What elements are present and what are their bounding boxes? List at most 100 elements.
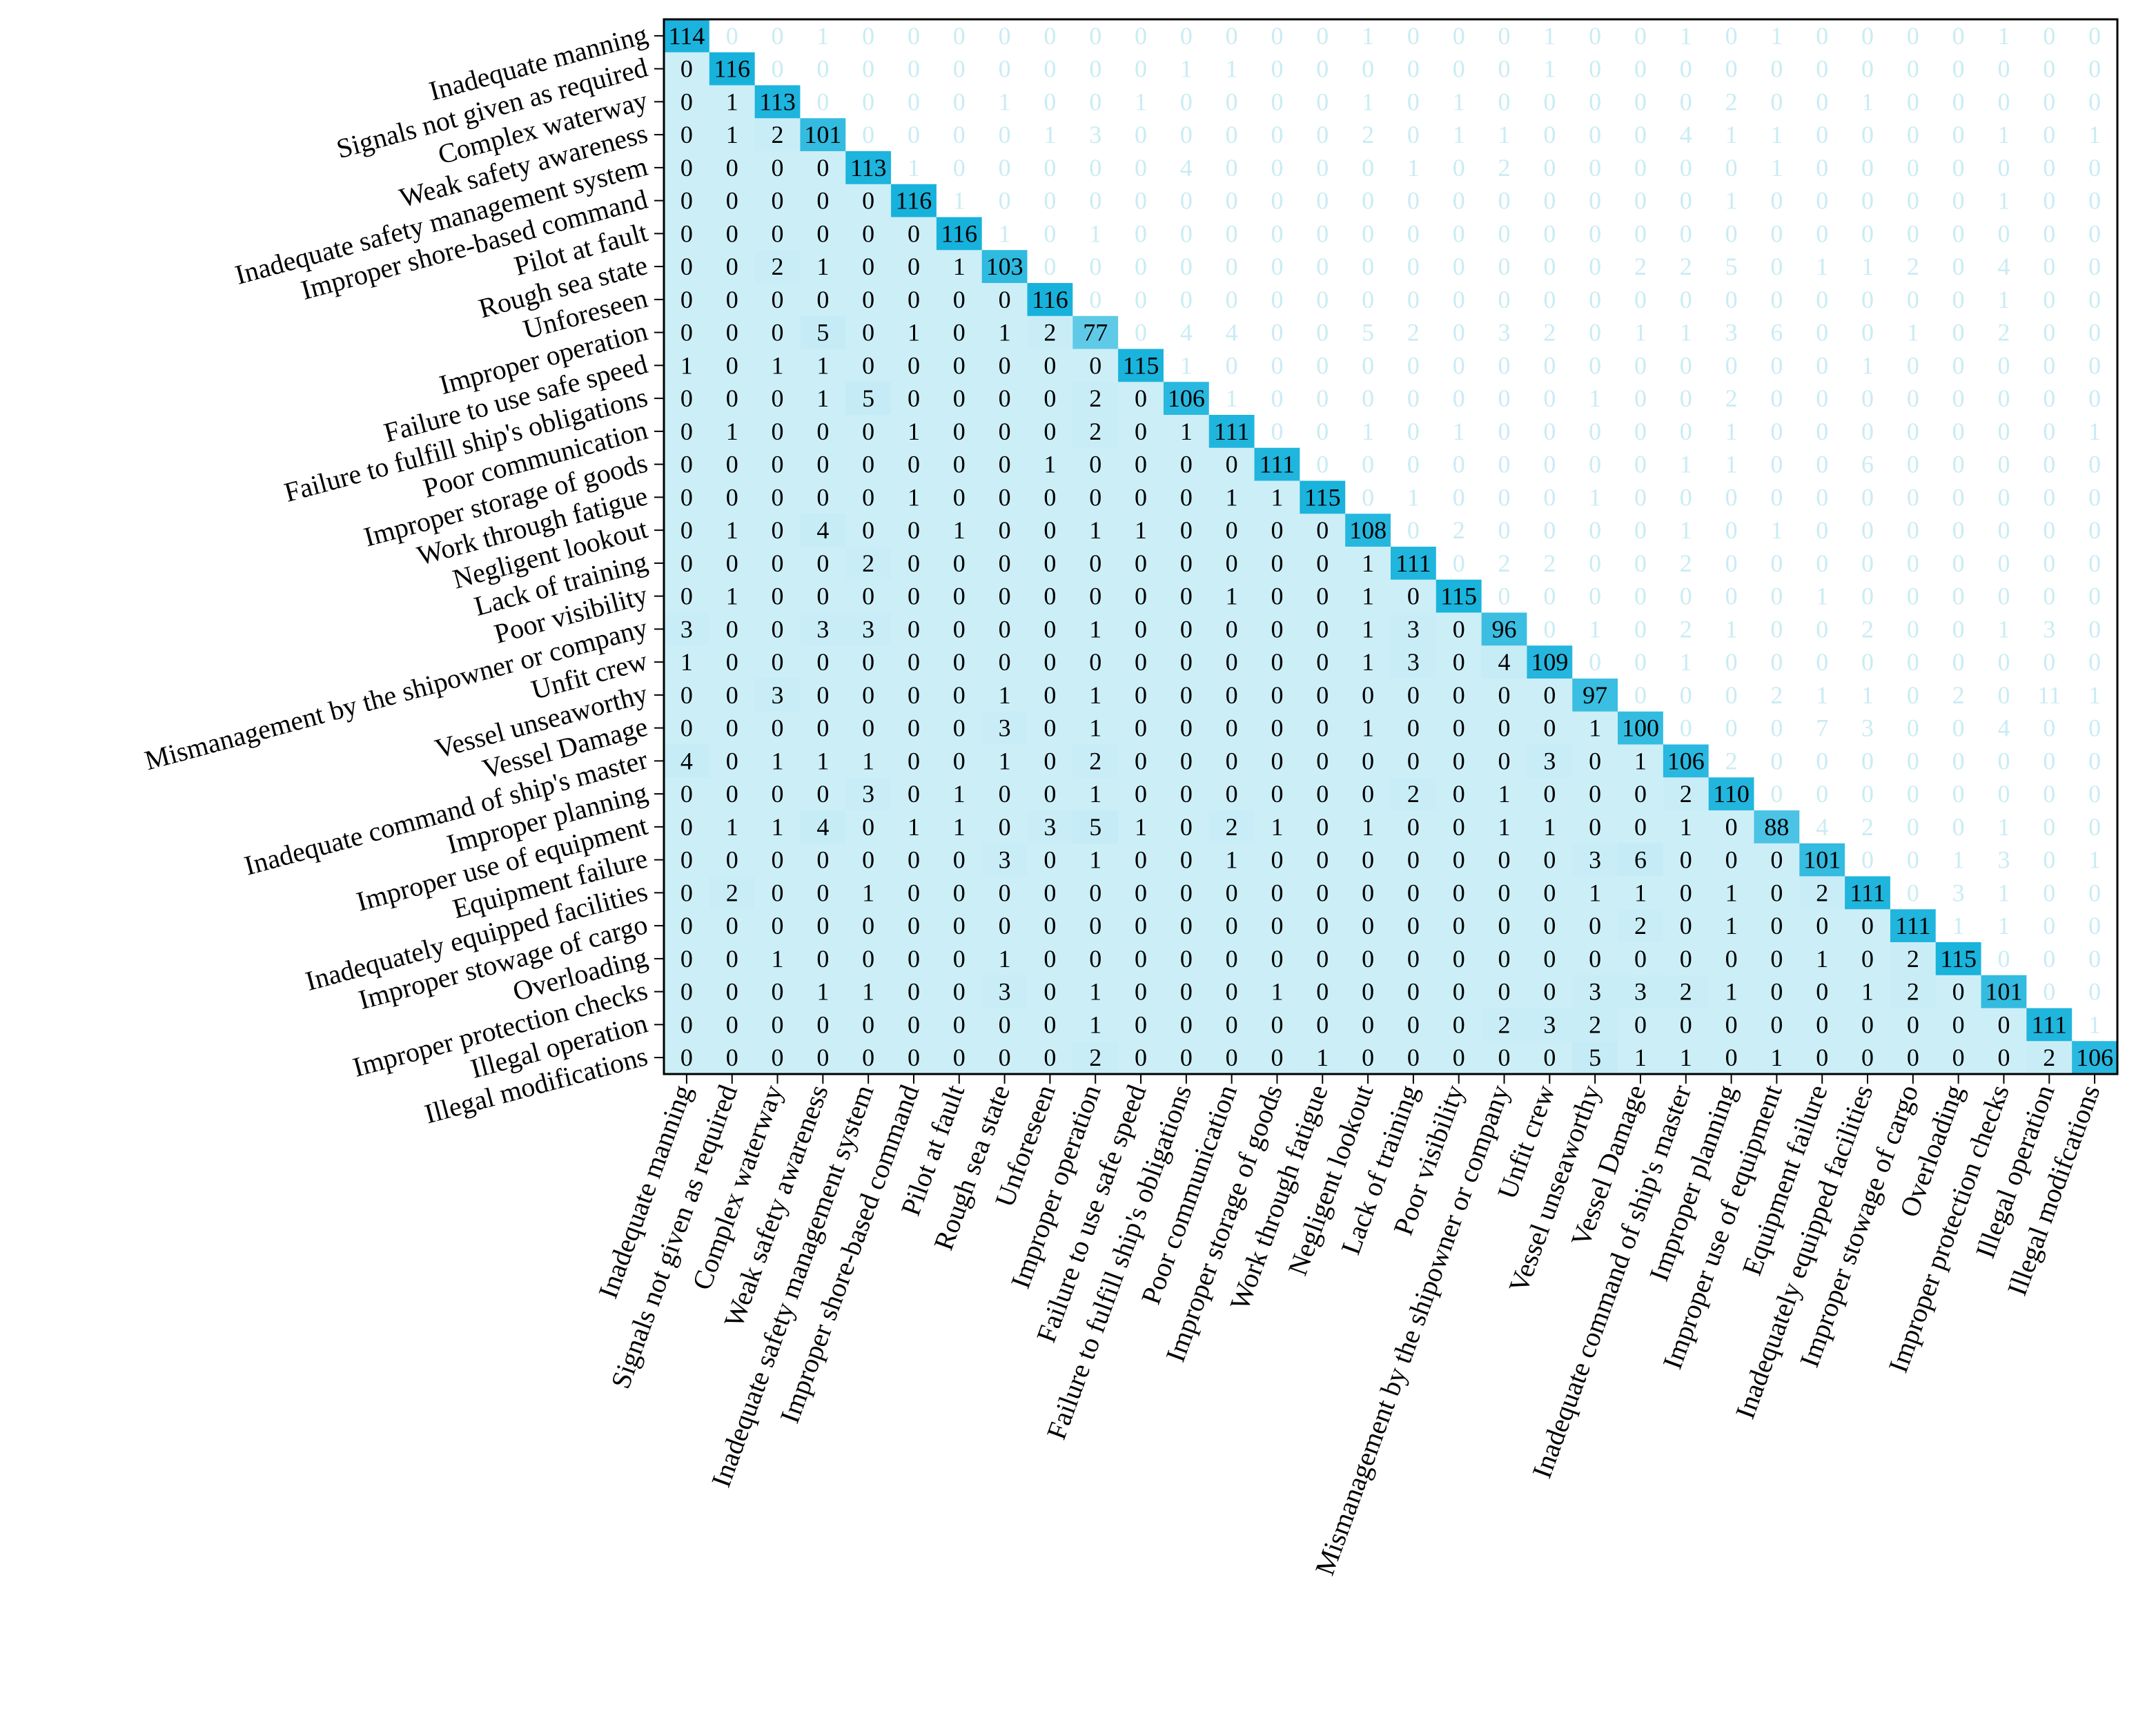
heatmap-cell: [845, 514, 892, 547]
cell-value-label: 0: [1861, 483, 1874, 511]
cell-value-label: 0: [1226, 879, 1238, 906]
cell-value-label: 0: [1907, 418, 1919, 445]
heatmap-cell: [1391, 217, 1437, 251]
heatmap-cell: [2072, 184, 2118, 218]
heatmap-cell: [1072, 349, 1119, 382]
heatmap-cell: [664, 85, 710, 119]
cell-value-label: 0: [908, 912, 920, 939]
cell-value-label: 0: [1271, 747, 1283, 774]
cell-value-label: 0: [1498, 253, 1511, 280]
cell-value-label: 0: [772, 187, 784, 215]
heatmap-cell: [891, 349, 937, 382]
cell-value-label: 0: [1770, 451, 1783, 478]
heatmap-cell: [1618, 480, 1664, 514]
cell-value-label: 0: [1271, 220, 1283, 247]
cell-value-label: 1: [1997, 22, 2010, 50]
heatmap-cell: [1663, 514, 1709, 547]
heatmap-cell: [1935, 579, 1982, 614]
heatmap-cell: [1618, 612, 1664, 646]
heatmap-cell: [1708, 547, 1755, 581]
heatmap-cell: [1708, 514, 1755, 547]
heatmap-cell: [1890, 547, 1937, 581]
cell-value-label: 0: [1725, 813, 1738, 841]
cell-value-label: 0: [2088, 747, 2101, 774]
cell-value-label: 0: [2043, 319, 2055, 347]
cell-value-label: 2: [1634, 912, 1647, 939]
cell-value-label: 0: [1362, 1011, 1374, 1038]
heatmap-cell: [1845, 151, 1891, 185]
cell-value-label: 0: [1725, 1044, 1738, 1071]
cell-value-label: 0: [1453, 945, 1465, 973]
cell-value-label: 3: [1997, 846, 2010, 874]
heatmap-cell: [1572, 810, 1618, 844]
cell-value-label: 0: [1725, 516, 1738, 544]
cell-value-label: 0: [1453, 912, 1465, 939]
cell-value-label: 0: [1861, 747, 1874, 774]
cell-value-label: 0: [680, 418, 693, 445]
cell-value-label: 3: [1043, 813, 1056, 841]
heatmap-cell: [1981, 843, 2027, 877]
cell-value-label: 0: [816, 88, 829, 115]
cell-value-label: 0: [1680, 879, 1692, 906]
cell-value-label: 0: [2043, 912, 2055, 939]
heatmap-cell: [1345, 843, 1391, 877]
heatmap-cell: [664, 843, 710, 877]
cell-value-label: 0: [680, 516, 693, 544]
heatmap-cell: [1527, 744, 1573, 778]
heatmap-cell: [1663, 415, 1709, 449]
heatmap-cell: [1663, 810, 1709, 844]
heatmap-cell: [1436, 810, 1482, 844]
cell-value-label: 0: [1725, 648, 1738, 676]
cell-value-label: 0: [2043, 187, 2055, 215]
cell-value-label: 0: [1453, 648, 1465, 676]
cell-value-label: 0: [999, 780, 1011, 808]
cell-value-label: 7: [1816, 714, 1828, 742]
cell-value-label: 0: [1498, 351, 1511, 379]
cell-value-label: 0: [1362, 55, 1374, 83]
heatmap-cell: [1072, 184, 1119, 218]
heatmap-cell: [1890, 349, 1937, 382]
heatmap-cell: [1935, 19, 1982, 53]
heatmap-cell: [981, 645, 1028, 679]
cell-value-label: 0: [1861, 187, 1874, 215]
heatmap-cell: [664, 645, 710, 679]
cell-value-label: 2: [1816, 879, 1828, 906]
cell-value-label: 0: [1226, 747, 1238, 774]
heatmap-cell: [1527, 52, 1573, 86]
cell-value-label: 0: [999, 549, 1011, 577]
cell-value-label: 1: [1634, 879, 1647, 906]
cell-value-label: 0: [1952, 780, 1965, 808]
heatmap-cell: [754, 184, 801, 218]
heatmap-cell: [664, 679, 710, 712]
heatmap-cell: [1935, 349, 1982, 382]
cell-value-label: 0: [1089, 187, 1101, 215]
heatmap-cell: [1481, 250, 1528, 284]
cell-value-label: 0: [1816, 1044, 1828, 1071]
cell-value-label: 0: [1680, 55, 1692, 83]
heatmap-cell: [1072, 415, 1119, 449]
cell-value-label: 3: [1407, 615, 1420, 643]
cell-value-label: 0: [2043, 55, 2055, 83]
heatmap-cell: [1618, 217, 1664, 251]
cell-value-label: 0: [1907, 483, 1919, 511]
cell-value-label: 1: [1725, 879, 1738, 906]
cell-value-label: 0: [816, 286, 829, 313]
cell-value-label: 0: [999, 55, 1011, 83]
heatmap-cell: [1345, 480, 1391, 514]
heatmap-cell: [1618, 19, 1664, 53]
cell-value-label: 0: [1907, 1011, 1919, 1038]
cell-value-label: 0: [1043, 615, 1056, 643]
cell-value-label: 1: [1180, 418, 1193, 445]
heatmap-cell: [1163, 711, 1210, 745]
heatmap-cell: [1027, 250, 1073, 284]
heatmap-cell: [800, 777, 846, 811]
cell-value-label: 97: [1583, 681, 1607, 709]
heatmap-cell: [2026, 744, 2073, 778]
heatmap-cell: [981, 283, 1028, 317]
heatmap-cell: [1163, 283, 1210, 317]
cell-value-label: 0: [1407, 286, 1420, 313]
cell-value-label: 0: [1770, 747, 1783, 774]
cell-value-label: 0: [2043, 714, 2055, 742]
heatmap-cell: [1799, 810, 1845, 844]
